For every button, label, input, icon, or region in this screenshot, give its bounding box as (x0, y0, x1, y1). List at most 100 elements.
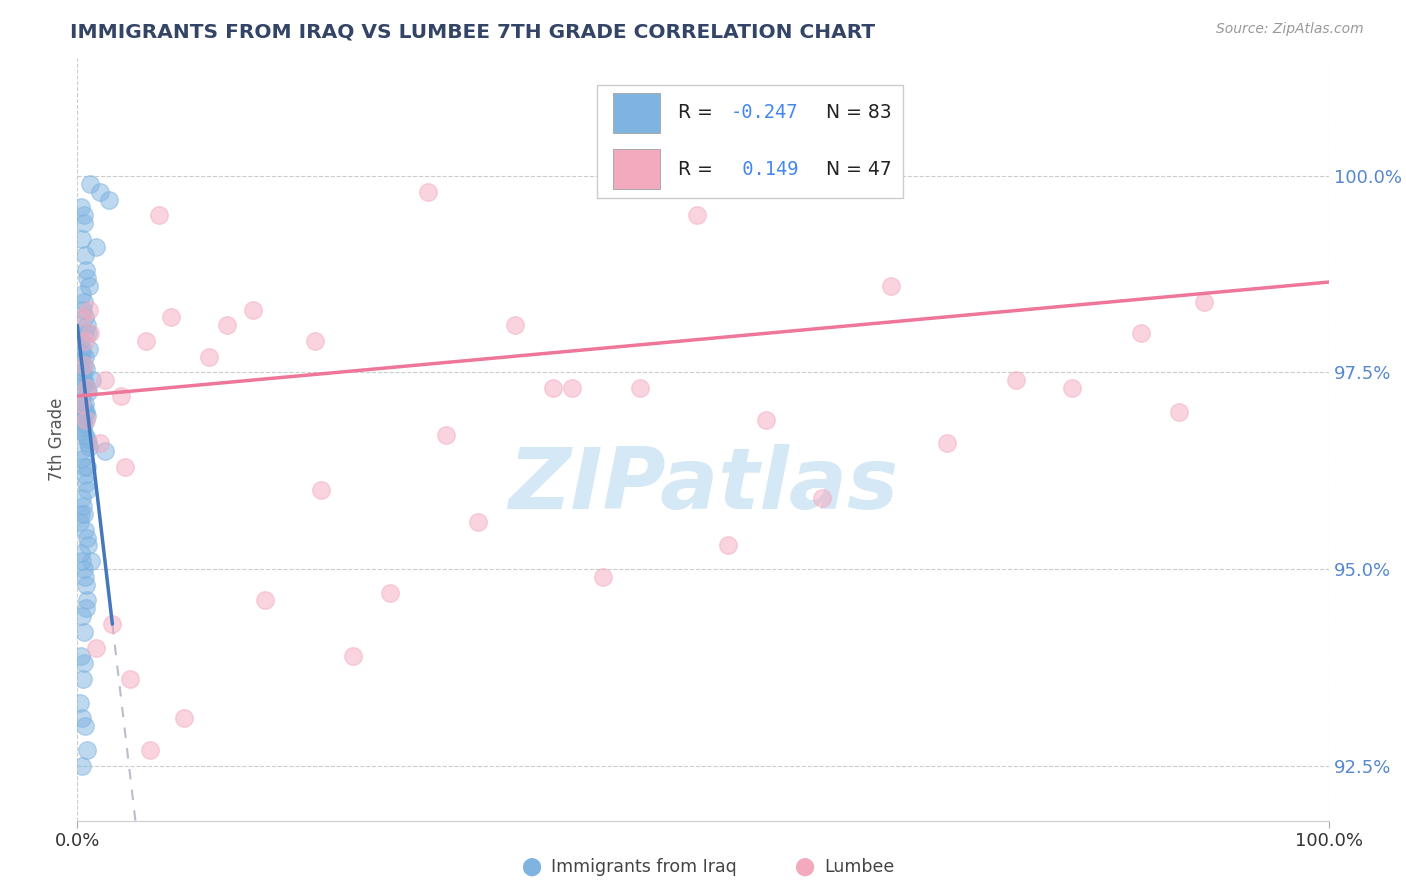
Point (72, 208, 94, 222)
Point (89, 436, 111, 450)
Point (72, 389, 94, 403)
Point (75, 601, 97, 615)
Text: ZIPatlas: ZIPatlas (508, 443, 898, 526)
Point (94, 373, 117, 387)
Point (76, 318, 98, 333)
Point (72, 310, 94, 325)
Point (69, 334, 91, 348)
Point (73, 467, 96, 482)
Point (592, 570, 614, 584)
Point (754, 412, 776, 426)
Point (75, 523, 97, 537)
Point (72, 452, 94, 467)
Point (75, 475, 97, 490)
Point (630, 381, 652, 395)
Point (72, 499, 94, 513)
Text: ⬤: ⬤ (522, 858, 541, 876)
Point (311, 483, 333, 498)
Text: R =: R = (678, 103, 718, 122)
Point (77, 326, 100, 341)
Point (197, 350, 219, 364)
Point (1004, 373, 1026, 387)
Point (76, 593, 98, 607)
Point (72, 420, 94, 434)
Point (69, 696, 91, 710)
Point (75, 310, 97, 325)
Point (72, 358, 94, 372)
Point (75, 578, 97, 592)
Point (436, 428, 458, 442)
Point (73, 247, 96, 261)
Point (160, 310, 183, 325)
Point (561, 381, 583, 395)
Point (76, 381, 98, 395)
Point (76, 381, 98, 395)
Text: Lumbee: Lumbee (824, 858, 894, 876)
Point (75, 405, 97, 419)
Point (82, 373, 104, 387)
Point (936, 436, 959, 450)
Text: N = 83: N = 83 (825, 103, 891, 122)
Point (253, 593, 276, 607)
Point (76, 459, 98, 474)
Point (75, 377, 97, 392)
Point (72, 346, 94, 360)
Text: R =: R = (678, 160, 718, 178)
Point (72, 366, 94, 380)
Point (73, 397, 96, 411)
Point (77, 436, 100, 450)
Point (84, 640, 107, 655)
Point (97, 193, 120, 207)
Text: 0.149: 0.149 (731, 160, 799, 178)
Point (148, 208, 170, 222)
Point (75, 719, 97, 733)
Point (77, 538, 100, 552)
Point (75, 428, 97, 442)
Point (72, 657, 94, 671)
Point (70, 397, 93, 411)
Point (1062, 381, 1084, 395)
Point (73, 350, 96, 364)
Point (70, 491, 93, 506)
Point (1167, 405, 1189, 419)
Point (1129, 326, 1152, 341)
Point (75, 412, 97, 426)
Point (342, 648, 364, 663)
Point (73, 507, 96, 521)
Point (76, 743, 98, 757)
Point (73, 570, 96, 584)
Point (72, 711, 94, 725)
Point (416, 185, 439, 199)
Bar (613, 93, 661, 133)
Text: -0.247: -0.247 (731, 103, 799, 122)
Point (880, 279, 903, 293)
Point (89, 185, 111, 199)
Text: Source: ZipAtlas.com: Source: ZipAtlas.com (1216, 22, 1364, 37)
Point (503, 318, 526, 333)
Text: N = 47: N = 47 (825, 160, 891, 178)
Y-axis label: 7th Grade: 7th Grade (48, 398, 66, 481)
Point (541, 381, 564, 395)
Point (69, 515, 91, 529)
Point (72, 459, 94, 474)
Point (73, 326, 96, 341)
Point (1192, 294, 1215, 309)
Point (94, 444, 117, 458)
Point (79, 326, 101, 341)
Point (76, 409, 98, 423)
Point (70, 200, 93, 214)
Point (70, 369, 93, 384)
Point (77, 279, 100, 293)
Point (110, 389, 132, 403)
FancyBboxPatch shape (596, 85, 903, 197)
Point (70, 546, 93, 560)
Point (378, 585, 402, 599)
Point (70, 286, 93, 301)
Point (114, 459, 136, 474)
Point (73, 294, 96, 309)
Point (72, 758, 94, 772)
Point (84, 240, 107, 254)
Point (75, 361, 97, 376)
Point (72, 342, 94, 356)
Point (76, 271, 98, 285)
